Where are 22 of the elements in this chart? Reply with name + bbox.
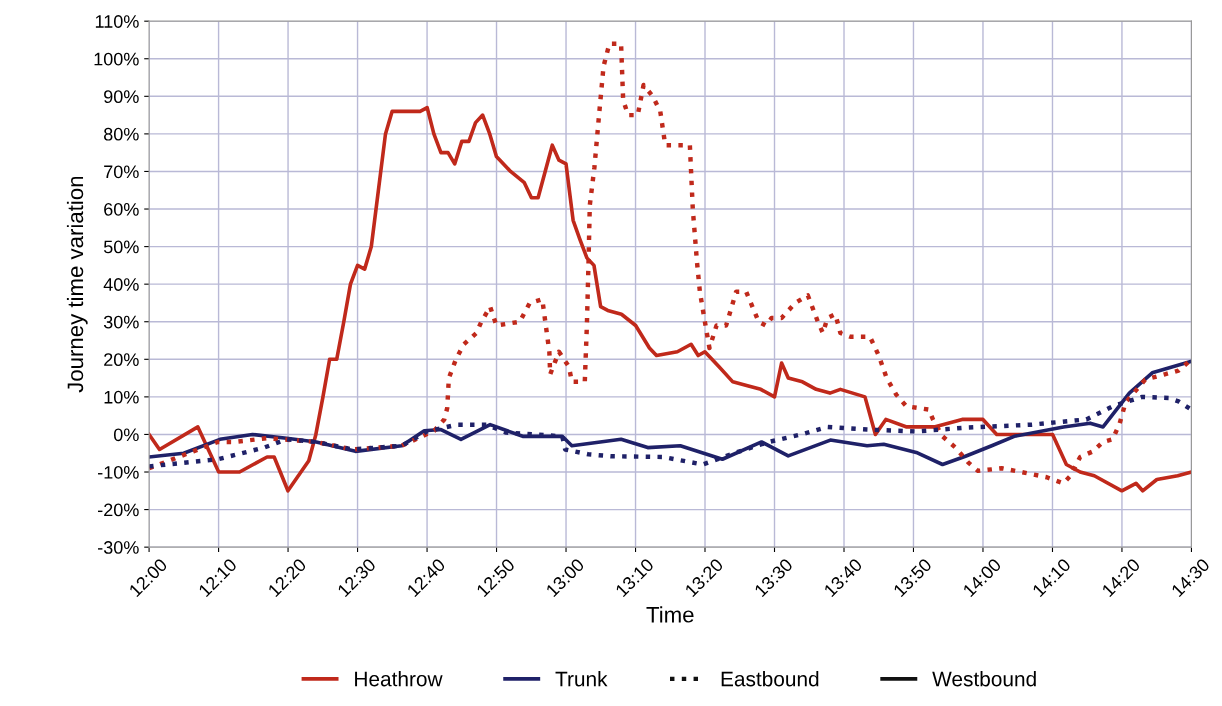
y-tick-label: 40% — [103, 278, 139, 291]
y-tick-label: -20% — [98, 503, 139, 517]
y-tick-label: 80% — [104, 127, 139, 141]
y-axis-title: Journey time variation — [66, 176, 88, 393]
legend-label: Trunk — [555, 671, 608, 687]
y-tick-label: -30% — [98, 541, 139, 554]
x-axis-title: Time — [646, 606, 694, 623]
y-tick-label: 70% — [104, 165, 139, 179]
y-tick-label: 60% — [104, 202, 139, 216]
legend-label: Heathrow — [355, 671, 443, 687]
y-tick-label: 110% — [95, 15, 139, 28]
y-tick-label: 20% — [104, 353, 139, 367]
y-tick-label: 90% — [104, 90, 139, 104]
y-tick-label: 0% — [113, 428, 139, 442]
line-series — [149, 359, 1192, 467]
y-tick-label: 30% — [103, 315, 139, 329]
y-tick-label: -10% — [98, 465, 139, 479]
y-tick-label: 10% — [104, 390, 139, 404]
legend-label: Eastbound — [721, 671, 819, 687]
y-tick-label: 50% — [103, 240, 139, 254]
y-tick-label: 100% — [94, 52, 139, 66]
legend-label: Westbound — [932, 671, 1036, 687]
